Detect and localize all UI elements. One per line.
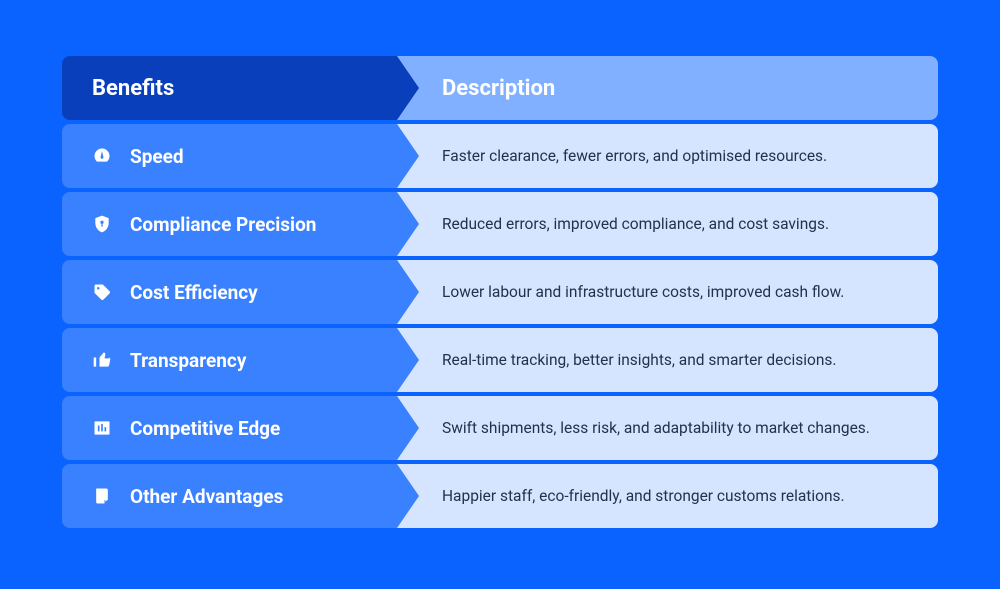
row-arrow (397, 464, 419, 528)
description-text: Real-time tracking, better insights, and… (442, 351, 837, 369)
benefit-label: Compliance Precision (130, 213, 316, 236)
table-row: Other Advantages Happier staff, eco-frie… (62, 464, 938, 528)
benefit-label: Competitive Edge (130, 417, 280, 440)
benefit-cell: Competitive Edge (62, 396, 397, 460)
header-description-cell: Description (397, 56, 938, 120)
benefit-label: Other Advantages (130, 485, 283, 508)
table-row: Competitive Edge Swift shipments, less r… (62, 396, 938, 460)
header-arrow (397, 56, 419, 120)
row-arrow (397, 260, 419, 324)
benefit-label: Speed (130, 145, 184, 168)
benefit-cell: Other Advantages (62, 464, 397, 528)
header-row: Benefits Description (62, 56, 938, 120)
row-arrow (397, 328, 419, 392)
description-text: Reduced errors, improved compliance, and… (442, 215, 829, 233)
tag-icon (92, 282, 112, 302)
description-cell: Happier staff, eco-friendly, and stronge… (397, 464, 938, 528)
benefits-table: Benefits Description Speed Faster cleara… (62, 56, 938, 528)
description-text: Lower labour and infrastructure costs, i… (442, 283, 844, 301)
benefit-cell: Compliance Precision (62, 192, 397, 256)
row-arrow (397, 124, 419, 188)
description-text: Happier staff, eco-friendly, and stronge… (442, 487, 845, 505)
description-cell: Real-time tracking, better insights, and… (397, 328, 938, 392)
row-arrow (397, 192, 419, 256)
shield-icon (92, 214, 112, 234)
table-row: Compliance Precision Reduced errors, imp… (62, 192, 938, 256)
benefit-cell: Speed (62, 124, 397, 188)
table-row: Cost Efficiency Lower labour and infrast… (62, 260, 938, 324)
gauge-icon (92, 146, 112, 166)
benefit-cell: Cost Efficiency (62, 260, 397, 324)
header-description-label: Description (442, 76, 555, 101)
bar-chart-icon (92, 418, 112, 438)
description-cell: Reduced errors, improved compliance, and… (397, 192, 938, 256)
description-text: Swift shipments, less risk, and adaptabi… (442, 419, 870, 437)
header-benefits-label: Benefits (92, 76, 174, 101)
description-text: Faster clearance, fewer errors, and opti… (442, 147, 827, 165)
list-icon (92, 486, 112, 506)
row-arrow (397, 396, 419, 460)
table-row: Transparency Real-time tracking, better … (62, 328, 938, 392)
benefit-label: Transparency (130, 349, 246, 372)
benefit-label: Cost Efficiency (130, 281, 258, 304)
header-benefits-cell: Benefits (62, 56, 397, 120)
description-cell: Faster clearance, fewer errors, and opti… (397, 124, 938, 188)
description-cell: Swift shipments, less risk, and adaptabi… (397, 396, 938, 460)
thumbs-up-icon (92, 350, 112, 370)
table-row: Speed Faster clearance, fewer errors, an… (62, 124, 938, 188)
description-cell: Lower labour and infrastructure costs, i… (397, 260, 938, 324)
benefit-cell: Transparency (62, 328, 397, 392)
